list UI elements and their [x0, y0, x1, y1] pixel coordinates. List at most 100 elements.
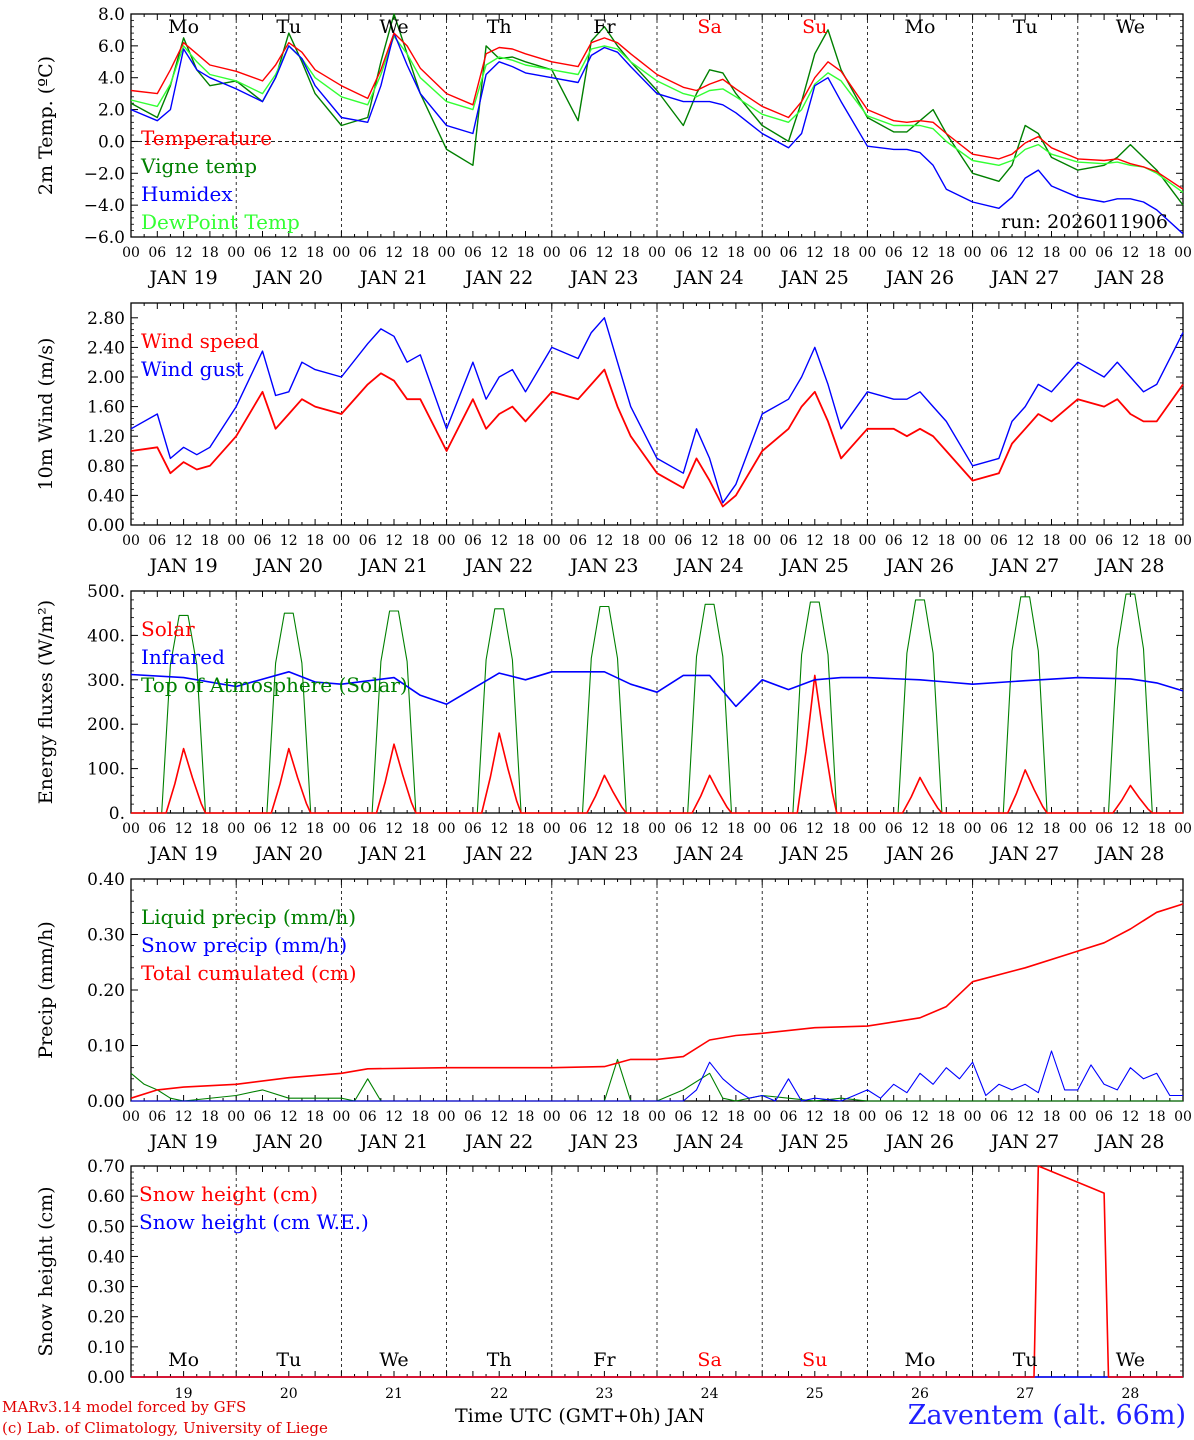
date-label: JAN 23 [568, 843, 638, 865]
hour-label: 00 [1069, 533, 1087, 549]
weekday-label: Sa [697, 16, 721, 38]
hour-label: 00 [438, 1109, 456, 1125]
hour-label: 00 [858, 245, 876, 261]
day-number-label: 19 [175, 1386, 193, 1402]
hour-label: 18 [306, 245, 324, 261]
hour-label: 12 [1016, 245, 1034, 261]
hour-label: 06 [359, 245, 377, 261]
weekday-label: Th [487, 1349, 512, 1371]
weekday-label: Tu [276, 16, 301, 38]
date-label: JAN 27 [989, 1131, 1059, 1153]
hour-label: 06 [254, 1109, 272, 1125]
hour-label: 00 [858, 1109, 876, 1125]
hour-label: 06 [990, 245, 1008, 261]
y-axis-label: 10m Wind (m/s) [35, 338, 57, 491]
y-tick-label: 0.40 [87, 1247, 125, 1267]
date-label: JAN 24 [674, 843, 744, 865]
hour-label: 18 [1043, 245, 1061, 261]
hour-label: 06 [569, 245, 587, 261]
hour-label: 12 [911, 533, 929, 549]
y-tick-label: 0.00 [87, 1368, 125, 1388]
day-number-label: 26 [911, 1386, 929, 1402]
legend-entry: Temperature [141, 126, 272, 150]
date-label: JAN 26 [884, 555, 954, 577]
weekday-label: Tu [1013, 1349, 1038, 1371]
hour-label: 12 [595, 1109, 613, 1125]
series-dewpoint-temp [130, 35, 1184, 193]
legend-entry: Top of Atmosphere (Solar) [141, 673, 408, 697]
hour-label: 12 [280, 821, 298, 837]
hour-label: 06 [885, 1109, 903, 1125]
y-axis-label: Snow height (cm) [35, 1186, 57, 1356]
hour-label: 00 [227, 533, 245, 549]
hour-label: 12 [806, 245, 824, 261]
hour-label: 00 [227, 1109, 245, 1125]
y-tick-label: 0.50 [87, 1217, 125, 1237]
hour-label: 06 [780, 245, 798, 261]
series-temperature [130, 32, 1184, 190]
hour-label: 12 [490, 245, 508, 261]
hour-label: 18 [622, 533, 640, 549]
hour-label: 18 [937, 821, 955, 837]
hour-label: 00 [332, 245, 350, 261]
hour-label: 12 [701, 245, 719, 261]
hour-label: 06 [359, 1109, 377, 1125]
date-label: JAN 21 [358, 555, 428, 577]
hour-label: 06 [780, 1109, 798, 1125]
hour-label: 12 [490, 533, 508, 549]
y-tick-label: −2.0 [84, 164, 125, 184]
hour-label: 06 [885, 245, 903, 261]
hour-label: 06 [359, 533, 377, 549]
hour-label: 06 [254, 533, 272, 549]
date-label: JAN 22 [463, 555, 533, 577]
y-tick-label: 0.20 [87, 1308, 125, 1328]
hour-label: 00 [1174, 1109, 1192, 1125]
hour-label: 06 [464, 821, 482, 837]
hour-label: 00 [964, 245, 982, 261]
panel-3: 500. 400. 300. 200. 100. 0. Energy fluxes (W/m… [35, 582, 1192, 865]
y-tick-label: −6.0 [84, 228, 125, 248]
weekday-label: Su [802, 1349, 827, 1371]
legend-entry: Snow height (cm W.E.) [139, 1210, 369, 1234]
hour-label: 12 [595, 245, 613, 261]
hour-label: 00 [227, 245, 245, 261]
hour-label: 12 [385, 1109, 403, 1125]
hour-label: 06 [674, 1109, 692, 1125]
hour-label: 18 [411, 533, 429, 549]
hour-label: 18 [1148, 821, 1166, 837]
series-snow-height [131, 1165, 1183, 1378]
hour-label: 00 [648, 245, 666, 261]
y-tick-label: 0.40 [87, 870, 125, 890]
hour-label: 12 [1121, 821, 1139, 837]
hour-label: 18 [306, 1109, 324, 1125]
y-axis-label: Precip (mm/h) [35, 921, 57, 1059]
y-tick-label: 0.60 [87, 1187, 125, 1207]
y-tick-label: 0.10 [87, 1338, 125, 1358]
series-total [130, 903, 1184, 1099]
y-tick-label: 0.00 [87, 516, 125, 536]
date-label: JAN 24 [674, 555, 744, 577]
hour-label: 18 [937, 1109, 955, 1125]
y-tick-label: 0. [109, 804, 125, 824]
date-label: JAN 28 [1094, 555, 1164, 577]
hour-label: 00 [543, 533, 561, 549]
y-tick-label: 2.00 [87, 368, 125, 388]
date-label: JAN 25 [779, 843, 849, 865]
date-label: JAN 28 [1094, 1131, 1164, 1153]
date-label: JAN 23 [568, 555, 638, 577]
date-label: JAN 19 [148, 267, 218, 289]
hour-label: 00 [543, 1109, 561, 1125]
hour-label: 00 [227, 821, 245, 837]
hour-label: 06 [359, 821, 377, 837]
y-tick-label: 8.0 [98, 5, 125, 25]
hour-label: 18 [832, 245, 850, 261]
y-tick-label: 0.40 [87, 486, 125, 506]
hour-label: 06 [254, 821, 272, 837]
hour-label: 18 [937, 533, 955, 549]
weekday-label: We [1116, 16, 1145, 38]
y-axis-label: 2m Temp. (ºC) [35, 56, 57, 195]
y-tick-label: −4.0 [84, 196, 125, 216]
hour-label: 18 [1043, 1109, 1061, 1125]
hour-label: 00 [543, 821, 561, 837]
